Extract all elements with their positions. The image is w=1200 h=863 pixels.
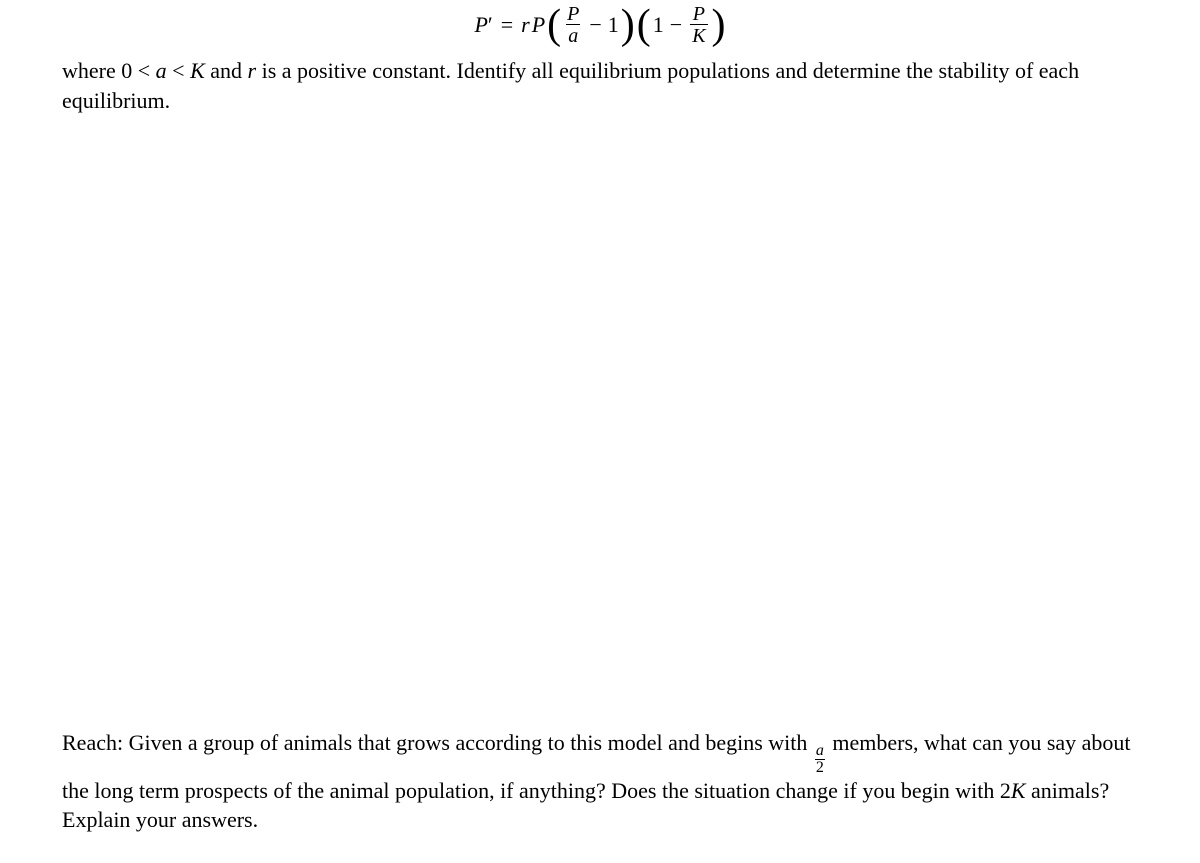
top-t1: where 0 < (62, 58, 156, 83)
equation-inner: P′ = rP ( P a − 1 ) ( 1 − P K ) (474, 4, 725, 46)
bot-frac-den: 2 (815, 759, 825, 776)
eq-lparen2: ( (637, 9, 651, 43)
eq-one-b: 1 (653, 14, 664, 36)
eq-rparen1: ) (621, 9, 635, 43)
eq-lparen1: ( (547, 9, 561, 43)
bot-t1: Reach: Given a group of animals that gro… (62, 730, 813, 755)
top-var-K: K (190, 58, 205, 83)
eq-var-P: P (474, 14, 487, 36)
paragraph-conditions: where 0 < a < K and r is a positive cons… (62, 56, 1140, 115)
eq-frac2-den: K (690, 24, 707, 46)
eq-frac2: P K (690, 4, 707, 46)
paragraph-reach: Reach: Given a group of animals that gro… (62, 728, 1140, 835)
eq-var-r: r (521, 14, 530, 36)
eq-minus2: − (670, 14, 682, 36)
bot-frac: a2 (815, 743, 825, 776)
top-var-r: r (248, 58, 257, 83)
eq-one-a: 1 (608, 14, 619, 36)
eq-prime: ′ (488, 14, 493, 36)
top-var-a: a (156, 58, 167, 83)
bot-frac-num: a (815, 743, 825, 759)
eq-var-P2: P (532, 14, 545, 36)
bot-var-K: K (1011, 778, 1026, 803)
equation-block: P′ = rP ( P a − 1 ) ( 1 − P K ) (0, 4, 1200, 46)
top-t3: and (205, 58, 248, 83)
top-t2: < (167, 58, 190, 83)
eq-frac1: P a (565, 4, 581, 46)
page: P′ = rP ( P a − 1 ) ( 1 − P K ) where 0 … (0, 0, 1200, 863)
eq-minus1: − (589, 14, 601, 36)
eq-rparen2: ) (712, 9, 726, 43)
eq-frac1-den: a (566, 24, 580, 46)
eq-frac1-num: P (565, 4, 581, 24)
eq-frac2-num: P (691, 4, 707, 24)
eq-equals: = (501, 14, 513, 36)
